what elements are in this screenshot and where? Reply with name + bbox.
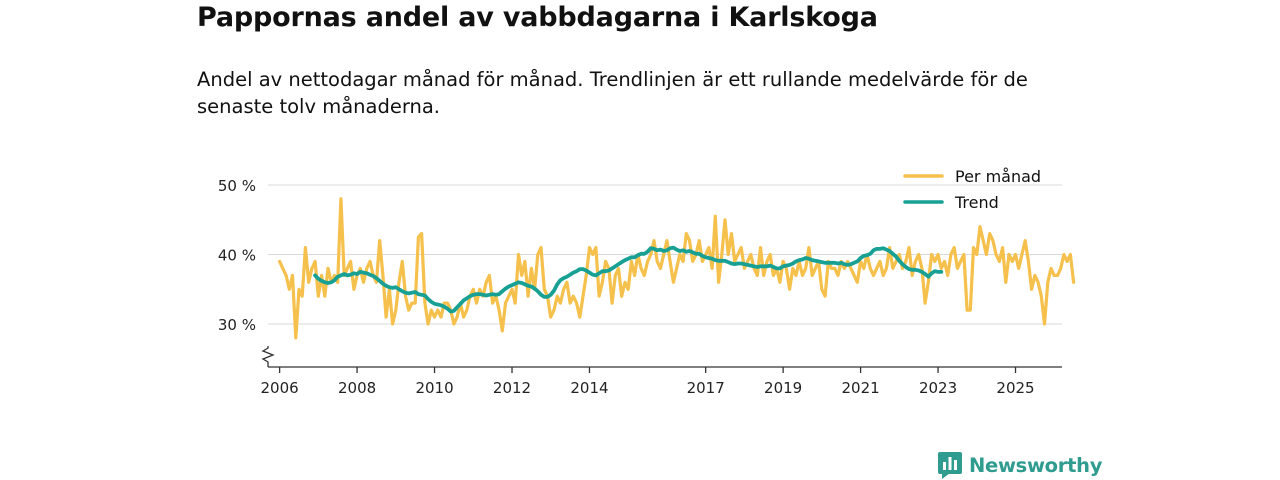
series-trend-line [313,245,944,314]
series-lines [278,197,1076,340]
brand-name: Newsworthy [969,453,1103,477]
x-tick-label: 2008 [338,379,376,397]
y-tick-label: 40 % [218,247,256,265]
x-tick-label: 2023 [919,379,957,397]
chart-subtitle: Andel av nettodagar månad för månad. Tre… [197,68,1028,118]
x-tick-label: 2019 [764,379,802,397]
axes: 30 % 40 % 50 % 2006 2008 2010 2012 2014 2017 2019… [218,177,1062,397]
bar-chart-icon [938,452,962,479]
x-tick-label: 2025 [996,379,1034,397]
x-tick-label: 2006 [261,379,299,397]
y-tick-label: 50 % [218,177,256,195]
x-tick-label: 2010 [415,379,453,397]
y-tick-label: 30 % [218,316,256,334]
axis-break-marker [261,346,275,367]
x-tick-label: 2021 [842,379,880,397]
legend-label: Per månad [955,167,1041,186]
legend: Per månad Trend [903,167,1041,212]
x-tick-label: 2017 [687,379,725,397]
series-per-manad-line [278,197,1076,340]
x-tick-label: 2012 [493,379,531,397]
chart-title: Pappornas andel av vabbdagarna i Karlsko… [197,2,878,33]
x-tick-label: 2014 [570,379,608,397]
legend-label: Trend [954,193,999,212]
brand-logo: Newsworthy [938,450,1102,480]
